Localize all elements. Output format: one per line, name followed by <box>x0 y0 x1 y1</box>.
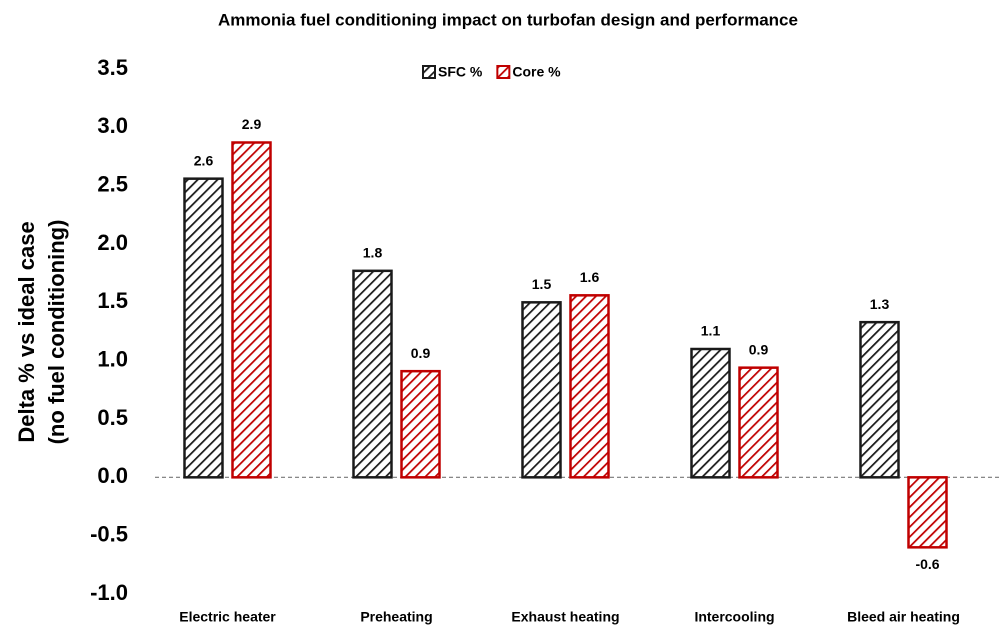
bar <box>183 177 224 479</box>
y-tick-label: 2.5 <box>97 171 128 196</box>
y-axis-label: (no fuel conditioning) <box>44 220 69 445</box>
bar <box>352 269 393 479</box>
value-label: 0.9 <box>749 341 769 357</box>
x-tick-label: Intercooling <box>694 609 774 625</box>
x-tick-label: Electric heater <box>179 609 276 625</box>
value-label: 1.8 <box>363 245 383 261</box>
value-label: 0.9 <box>411 345 431 361</box>
y-tick-label: 3.5 <box>97 55 128 80</box>
y-tick-label: -1.0 <box>90 580 128 605</box>
legend-swatch <box>496 65 511 79</box>
value-label: 1.1 <box>701 323 721 339</box>
bar <box>690 347 731 479</box>
y-tick-label: 2.0 <box>97 230 128 255</box>
y-tick-label: 1.5 <box>97 288 128 313</box>
x-tick-label: Bleed air heating <box>847 609 960 625</box>
bar <box>569 294 610 479</box>
x-tick-label: Exhaust heating <box>511 609 619 625</box>
legend-label: Core % <box>512 64 561 80</box>
legend-label: SFC % <box>438 64 483 80</box>
bar <box>738 366 779 479</box>
value-label: 1.5 <box>532 276 552 292</box>
value-label: 2.6 <box>194 152 214 168</box>
y-tick-label: 3.0 <box>97 113 128 138</box>
value-label: 1.6 <box>580 269 600 285</box>
bar <box>907 476 948 549</box>
bar <box>400 369 441 479</box>
value-label: 1.3 <box>870 296 890 312</box>
legend-swatch <box>422 65 436 79</box>
value-label: 2.9 <box>242 116 262 132</box>
y-tick-label: -0.5 <box>90 521 128 546</box>
bar <box>231 141 272 479</box>
value-label: -0.6 <box>915 556 939 572</box>
y-tick-label: 0.0 <box>97 463 128 488</box>
bar <box>859 320 900 479</box>
y-tick-label: 1.0 <box>97 346 128 371</box>
bar <box>521 301 562 479</box>
y-axis-label: Delta % vs ideal case <box>14 221 39 442</box>
y-tick-label: 0.5 <box>97 405 128 430</box>
x-tick-label: Preheating <box>360 609 432 625</box>
chart-title: Ammonia fuel conditioning impact on turb… <box>218 10 798 29</box>
